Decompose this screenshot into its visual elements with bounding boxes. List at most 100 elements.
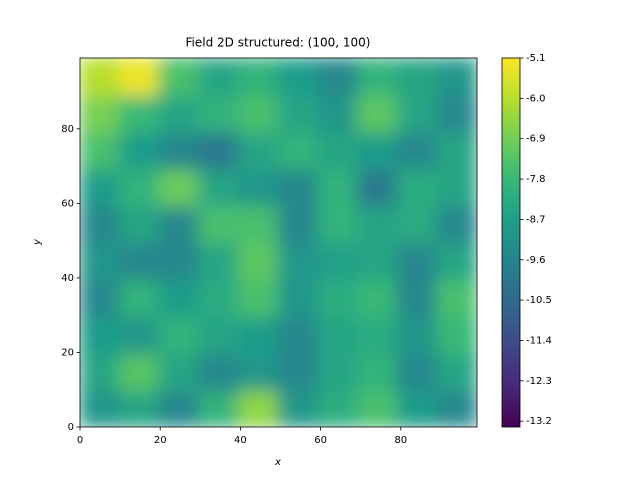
heatmap-cell [237, 58, 280, 96]
heatmap-cell [436, 278, 477, 318]
heatmap-cell [118, 204, 161, 244]
y-tick-label: 60 [61, 198, 74, 209]
heatmap-cell [158, 241, 201, 281]
heatmap-cell [118, 93, 161, 133]
heatmap-cell [396, 315, 439, 355]
heatmap-cell [158, 278, 201, 318]
heatmap-cell [158, 389, 201, 427]
heatmap-cell [118, 167, 161, 207]
heatmap-cell [317, 352, 359, 392]
heatmap-cell [436, 130, 477, 170]
heatmap-cell [396, 241, 439, 281]
heatmap-cell [277, 315, 320, 355]
heatmap-cell [396, 352, 439, 392]
heatmap-cell [396, 389, 439, 427]
heatmap-cell [436, 93, 477, 133]
heatmap-cell [356, 241, 399, 281]
heatmap-cell [198, 389, 240, 427]
heatmap-cell [277, 352, 320, 392]
heatmap-cell [277, 167, 320, 207]
heatmap-cell [436, 58, 477, 96]
heatmap-cell [436, 389, 477, 427]
heatmap-cell [436, 241, 477, 281]
heatmap-cell [158, 167, 201, 207]
heatmap-cell [237, 93, 280, 133]
x-tick-label: 0 [77, 435, 83, 446]
heatmap-cell [158, 58, 201, 96]
heatmap-cell [158, 204, 201, 244]
heatmap-cell [118, 241, 161, 281]
heatmap-cell [118, 278, 161, 318]
heatmap-cell [198, 352, 240, 392]
heatmap-cell [396, 130, 439, 170]
y-tick-label: 0 [68, 422, 74, 433]
heatmap-cell [356, 315, 399, 355]
heatmap-cell [436, 352, 477, 392]
x-tick-label: 80 [394, 435, 407, 446]
heatmap-cell [317, 241, 359, 281]
heatmap-cell [118, 315, 161, 355]
heatmap-cell [80, 58, 121, 96]
heatmap-cell [158, 130, 201, 170]
heatmap-cell [237, 241, 280, 281]
heatmap-cell [80, 241, 121, 281]
heatmap-cell [317, 278, 359, 318]
colorbar [501, 57, 521, 428]
heatmap-cell [198, 278, 240, 318]
heatmap-cell [80, 315, 121, 355]
x-tick-label: 40 [234, 435, 247, 446]
heatmap-cell [356, 130, 399, 170]
heatmap-cell [317, 58, 359, 96]
heatmap-cell [80, 93, 121, 133]
heatmap-cell [237, 130, 280, 170]
heatmap-cell [356, 167, 399, 207]
colorbar-tick-label: -6.0 [526, 93, 546, 104]
heatmap-cell [158, 352, 201, 392]
heatmap-cell [237, 167, 280, 207]
heatmap-cell [118, 130, 161, 170]
heatmap-cell [356, 204, 399, 244]
heatmap-cell [198, 241, 240, 281]
colorbar-tick-label: -6.9 [526, 134, 546, 145]
heatmap-cell [277, 389, 320, 427]
heatmap-cell [237, 278, 280, 318]
heatmap-cell [237, 315, 280, 355]
heatmap-cell [317, 130, 359, 170]
heatmap-cell [396, 58, 439, 96]
x-tick-label: 60 [314, 435, 327, 446]
heatmap-cell [317, 204, 359, 244]
heatmap-cell [198, 167, 240, 207]
heatmap-cell [158, 315, 201, 355]
heatmap-cell [396, 278, 439, 318]
heatmap-cell [277, 241, 320, 281]
heatmap-cell [80, 204, 121, 244]
y-axis-label: y [32, 238, 43, 246]
heatmap-cell [317, 167, 359, 207]
colorbar-tick-label: -9.6 [526, 255, 546, 266]
heatmap-cell [198, 204, 240, 244]
heatmap-cell [436, 167, 477, 207]
heatmap-cell [436, 315, 477, 355]
heatmap-cell [158, 93, 201, 133]
y-tick-label: 80 [61, 124, 74, 135]
colorbar-tick-label: -12.3 [526, 376, 552, 387]
colorbar-tick-label: -10.5 [526, 295, 552, 306]
heatmap-cell [317, 93, 359, 133]
heatmap-cell [396, 93, 439, 133]
x-tick-label: 20 [154, 435, 167, 446]
heatmap-cell [356, 58, 399, 96]
heatmap-cell [277, 93, 320, 133]
heatmap-cell [80, 389, 121, 427]
colorbar-tick-label: -7.8 [526, 174, 546, 185]
heatmap-cell [277, 278, 320, 318]
heatmap-cell [198, 315, 240, 355]
heatmap [80, 58, 477, 427]
heatmap-cell [80, 167, 121, 207]
heatmap-cell [198, 93, 240, 133]
heatmap-cell [277, 58, 320, 96]
heatmap-cell [277, 204, 320, 244]
heatmap-cell [237, 389, 280, 427]
heatmap-cell [396, 167, 439, 207]
heatmap-cell [118, 352, 161, 392]
